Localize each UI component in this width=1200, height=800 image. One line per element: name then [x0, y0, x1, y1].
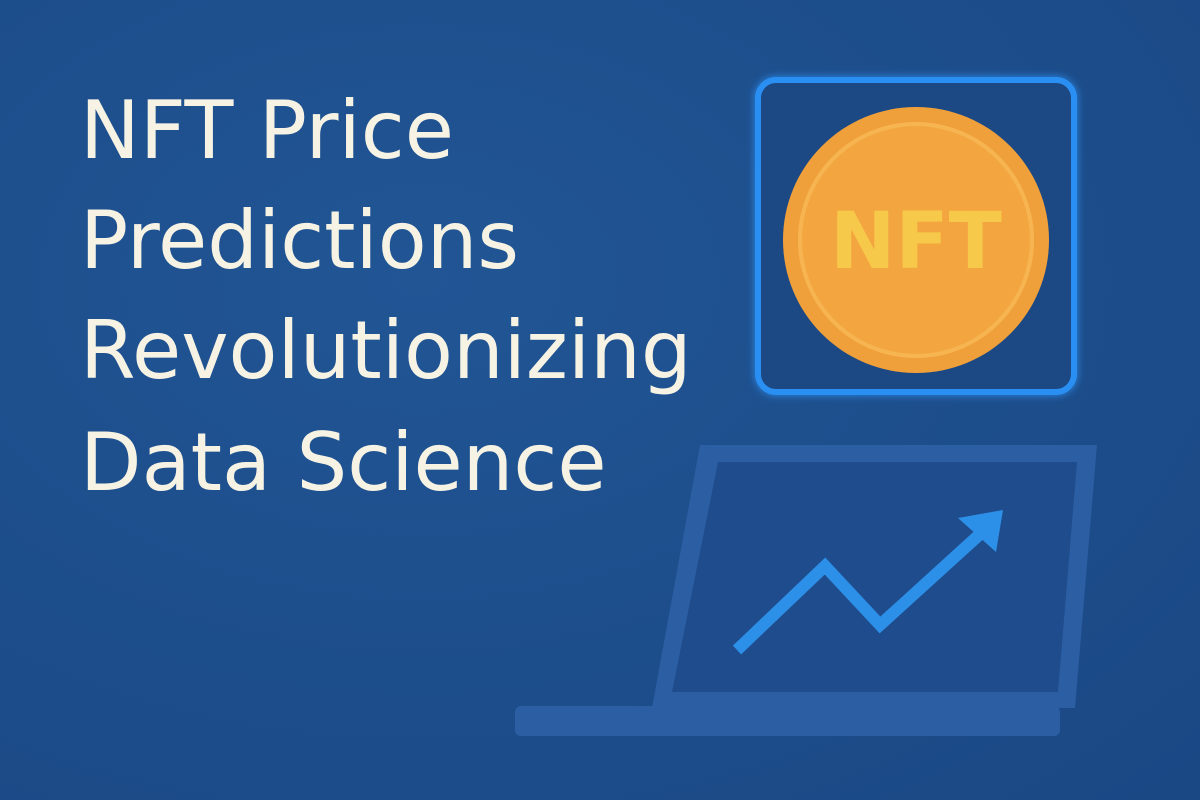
title-line: Revolutionizing — [80, 304, 692, 397]
trend-arrow-head — [958, 510, 1003, 552]
title-line: NFT Price — [80, 84, 454, 177]
coin-label: NFT — [830, 197, 1002, 287]
title-line: Data Science — [80, 416, 607, 509]
title-line: Predictions — [80, 194, 519, 287]
laptop-illustration — [515, 445, 1097, 736]
laptop-screen — [672, 462, 1077, 692]
title: NFT Price Predictions Revolutionizing Da… — [80, 84, 692, 509]
coin-inner-ring — [798, 122, 1034, 358]
trend-line — [732, 520, 995, 655]
laptop-base — [515, 706, 1060, 736]
coin-illustration: NFT — [755, 77, 1077, 395]
